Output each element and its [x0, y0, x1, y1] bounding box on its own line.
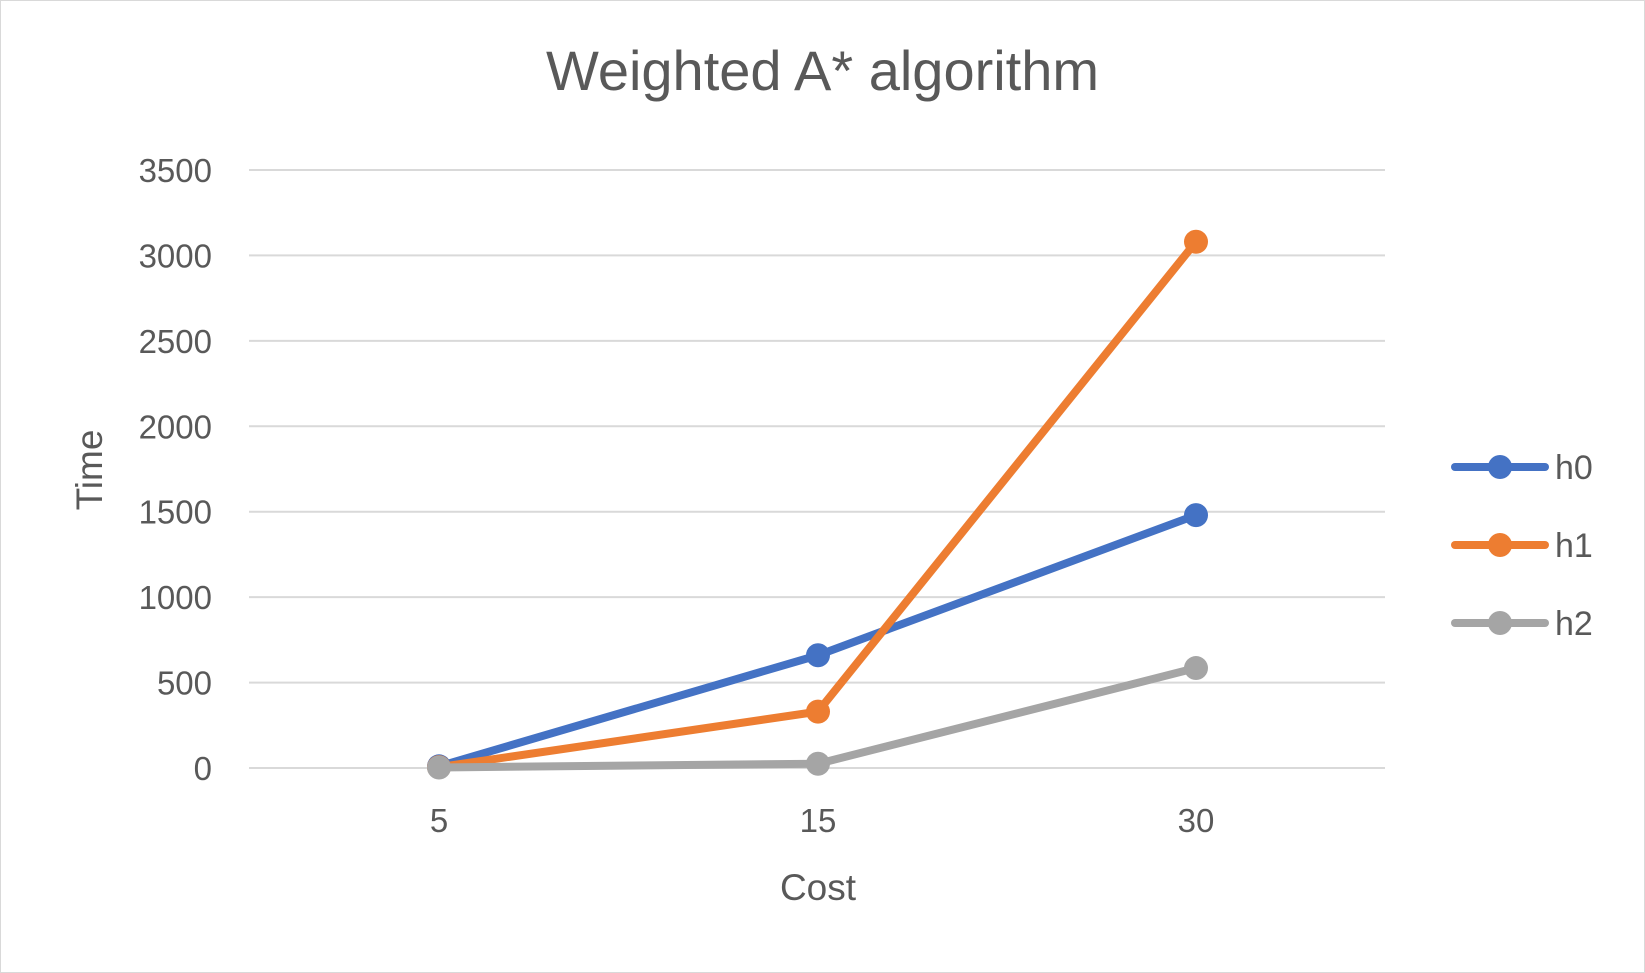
data-point-h2 [806, 751, 830, 776]
data-point-h0 [1184, 503, 1208, 528]
y-tick-label: 1500 [139, 494, 212, 531]
data-point-h1 [806, 699, 830, 724]
series-line-h0 [435, 511, 1200, 771]
x-axis-title: Cost [780, 867, 857, 908]
y-tick-label: 2000 [139, 408, 212, 445]
legend-item-h2: h2 [1451, 605, 1593, 643]
data-point-h2 [427, 755, 451, 780]
y-tick-label: 1000 [139, 579, 212, 616]
data-point-h0 [806, 643, 830, 668]
y-tick-label: 500 [157, 665, 212, 702]
legend: h0 h1 h2 [1451, 449, 1593, 643]
y-tick-label: 3500 [139, 152, 212, 189]
x-tick-label: 15 [800, 802, 837, 839]
legend-swatch-marker [1488, 533, 1512, 557]
legend-item-h0: h0 [1451, 449, 1593, 487]
y-tick-label: 0 [194, 750, 212, 787]
data-point-h2 [1184, 656, 1208, 681]
legend-item-h1: h1 [1451, 527, 1593, 565]
y-tick-label: 2500 [139, 323, 212, 360]
data-point-h1 [1184, 229, 1208, 254]
y-tick-label: 3000 [139, 237, 212, 274]
legend-label: h0 [1555, 449, 1593, 487]
x-tick-label: 30 [1178, 802, 1215, 839]
gridlines [249, 169, 1385, 769]
chart-title: Weighted A* algorithm [545, 39, 1100, 102]
legend-swatch-marker [1488, 455, 1512, 479]
series-line-h1 [435, 237, 1200, 772]
legend-label: h1 [1555, 527, 1593, 565]
y-axis-title: Time [69, 430, 110, 511]
series-lines [427, 229, 1208, 780]
legend-swatch-marker [1488, 611, 1512, 635]
x-axis-ticks: 5 15 30 [430, 802, 1215, 839]
x-tick-label: 5 [430, 802, 448, 839]
legend-label: h2 [1555, 605, 1593, 643]
y-axis-ticks: 0 500 1000 1500 2000 2500 3000 3500 [139, 152, 212, 787]
